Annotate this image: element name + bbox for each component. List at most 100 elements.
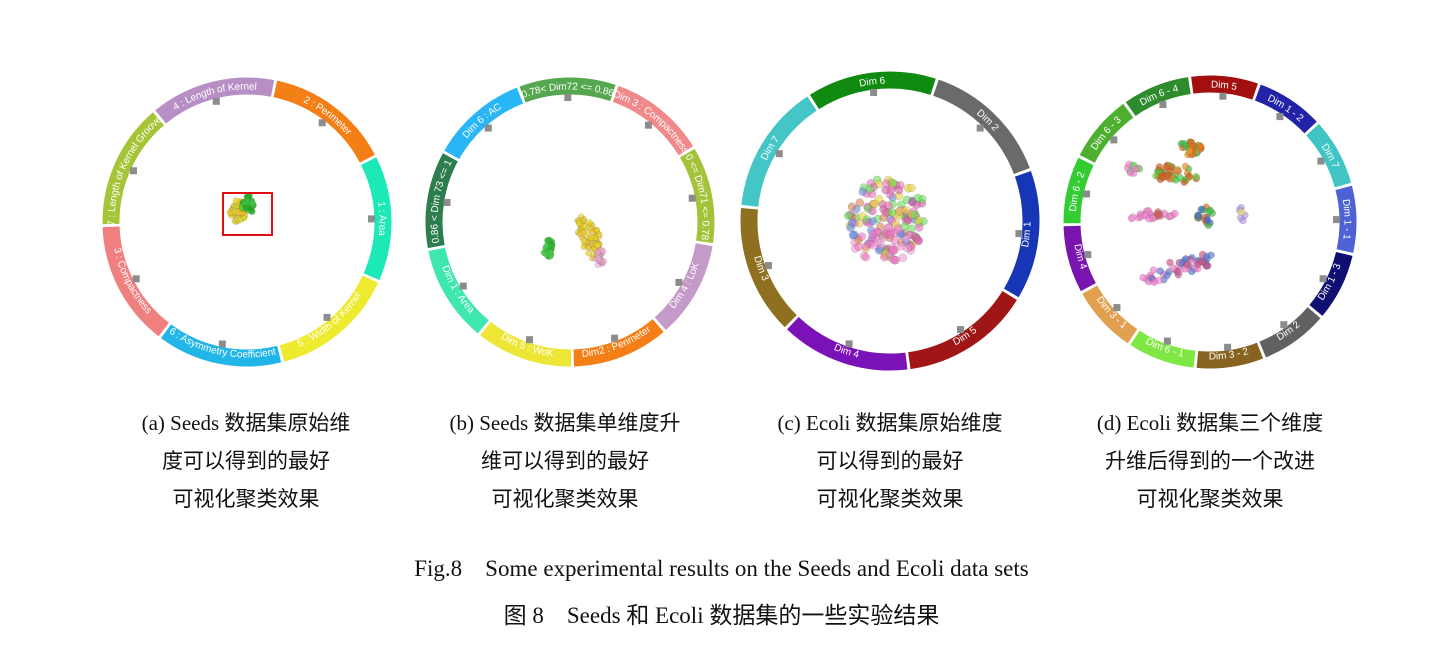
anchor-marker — [318, 119, 326, 127]
data-point — [1168, 264, 1177, 272]
anchor-marker — [1163, 337, 1171, 345]
ring-segment — [480, 321, 572, 367]
anchor-marker — [443, 199, 451, 206]
data-point — [1183, 261, 1192, 269]
ring-segment — [102, 112, 165, 225]
data-point — [847, 202, 857, 211]
caption-c-line-3: 可视化聚类效果 — [816, 487, 964, 511]
data-point — [907, 183, 916, 193]
ring-segment — [654, 243, 713, 331]
data-point — [576, 230, 584, 238]
data-point — [1173, 166, 1182, 174]
caption-a-line-1: (a) Seeds 数据集原始维 — [141, 411, 351, 435]
anchor-marker — [132, 275, 140, 283]
data-point — [1155, 163, 1164, 171]
ring-segment — [1082, 285, 1138, 344]
data-point — [1162, 163, 1171, 172]
ring-segment — [425, 153, 458, 249]
ring-segment — [360, 157, 392, 281]
data-point — [855, 198, 865, 207]
caption-a: (a) Seeds 数据集原始维 度可以得到的最好 可视化聚类效果 — [86, 404, 406, 518]
ring-segment — [1191, 75, 1258, 100]
ring-segment — [908, 290, 1017, 370]
data-point — [543, 242, 550, 250]
caption-c-line-2: 可以得到的最好 — [816, 449, 964, 473]
ring-segment — [160, 324, 282, 367]
caption-a-line-3: 可视化聚类效果 — [172, 487, 320, 511]
data-point — [580, 237, 588, 245]
ring-segment — [741, 96, 817, 207]
data-point — [1197, 257, 1206, 266]
anchor-marker — [1159, 101, 1167, 109]
data-point — [880, 252, 889, 262]
anchor-marker — [775, 150, 783, 158]
data-point — [910, 210, 920, 220]
ring-segment — [1309, 251, 1353, 316]
caption-c-line-1: (c) Ecoli 数据集原始维度 — [777, 411, 1003, 435]
caption-d-line-1: (d) Ecoli 数据集三个维度 — [1096, 411, 1324, 435]
segment-label: Dim 1 — [1020, 221, 1033, 248]
anchor-marker — [675, 278, 683, 286]
ring-segment — [1063, 225, 1096, 292]
ring-segment — [1259, 306, 1321, 358]
segment-label: 2 : Perimeter — [302, 95, 354, 138]
data-point — [888, 254, 898, 264]
anchor-marker — [644, 121, 652, 129]
data-point — [1145, 214, 1153, 223]
data-point — [865, 184, 875, 194]
data-point — [913, 193, 923, 203]
anchor-marker — [1083, 190, 1091, 198]
data-point — [868, 217, 877, 226]
ring-segment — [679, 148, 715, 244]
segment-label: Dim 1 - 1 — [1340, 199, 1353, 241]
ring-segment — [1130, 330, 1196, 368]
data-point — [888, 246, 897, 255]
ring-segment — [519, 77, 616, 103]
data-point — [1203, 216, 1211, 225]
data-point — [1192, 172, 1200, 181]
ring-segment — [1063, 157, 1094, 224]
segment-label: Dim 6 — [858, 76, 886, 90]
ring-segment — [155, 77, 275, 124]
ring-segment — [740, 208, 797, 328]
caption-b: (b) Seeds 数据集单维度升 维可以得到的最好 可视化聚类效果 — [405, 404, 725, 518]
data-point — [915, 223, 924, 232]
anchor-marker — [1333, 216, 1340, 224]
data-point — [854, 242, 864, 252]
figure-title-en: Fig.8 Some experimental results on the S… — [414, 556, 1029, 581]
data-point — [585, 249, 592, 257]
ring-segment — [787, 316, 908, 371]
data-point — [1157, 172, 1166, 181]
anchor-marker — [688, 194, 696, 202]
data-point — [893, 225, 903, 234]
anchor-marker — [976, 124, 984, 132]
data-point — [587, 234, 595, 241]
data-point — [844, 211, 853, 220]
anchor-marker — [845, 340, 853, 348]
data-point — [888, 178, 898, 188]
data-point — [887, 208, 897, 217]
data-point — [868, 229, 878, 239]
caption-b-line-2: 维可以得到的最好 — [481, 449, 649, 473]
ring-segment — [933, 79, 1030, 175]
anchor-marker — [218, 340, 226, 348]
anchor-marker — [1319, 275, 1327, 283]
ring-segment — [279, 275, 379, 362]
data-point — [546, 249, 554, 256]
data-point — [600, 258, 608, 265]
data-point — [1205, 207, 1213, 216]
anchor-marker — [1113, 304, 1121, 312]
data-point — [594, 242, 601, 249]
data-point — [236, 216, 244, 224]
caption-d-line-3: 可视化聚类效果 — [1136, 487, 1284, 511]
data-point — [870, 199, 879, 209]
data-point — [1156, 267, 1164, 275]
anchor-marker — [459, 282, 467, 290]
ring-segment — [1125, 77, 1191, 117]
ring-segment — [273, 80, 375, 163]
anchor-marker — [957, 326, 964, 334]
data-point — [1237, 208, 1246, 216]
